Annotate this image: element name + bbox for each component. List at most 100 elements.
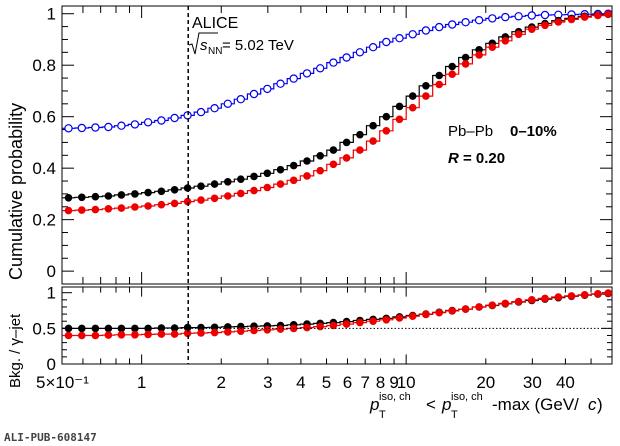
data-point — [355, 48, 365, 57]
bottom-y-axis-label: Bkg. / γ–jet — [7, 313, 24, 388]
data-point — [448, 62, 457, 71]
data-point — [157, 200, 166, 209]
radius-value: = 0.20 — [463, 150, 505, 167]
data-point — [461, 305, 470, 313]
bottom-y-tick-label: 1 — [47, 284, 56, 303]
data-point — [263, 326, 272, 334]
data-point — [210, 103, 219, 113]
system-label: Pb–Pb 0–10% — [448, 123, 557, 140]
data-point — [104, 192, 113, 200]
data-point — [91, 331, 100, 340]
data-point — [554, 18, 563, 26]
data-point — [594, 11, 602, 20]
data-point — [78, 193, 86, 202]
data-point — [117, 121, 126, 130]
data-point — [461, 60, 470, 68]
top-y-tick-label: 0 — [47, 262, 56, 281]
x-tick-label: 6 — [343, 373, 352, 392]
x-label-sub1: T — [379, 409, 386, 421]
data-point — [395, 115, 404, 124]
data-point — [197, 323, 205, 332]
data-point — [143, 118, 153, 127]
data-point — [117, 191, 126, 199]
data-point — [170, 113, 179, 123]
data-point — [448, 20, 457, 29]
top-y-tick-label: 1 — [47, 5, 56, 24]
top-y-tick-labels: 0 0.2 0.4 0.6 0.8 1 — [32, 5, 56, 281]
series-step-line — [62, 292, 612, 337]
top-y-tick-label: 0.6 — [32, 108, 56, 127]
data-point — [421, 26, 431, 35]
data-point — [250, 326, 258, 335]
data-point — [131, 331, 139, 339]
data-point — [435, 308, 444, 317]
data-point — [567, 15, 576, 24]
data-point — [276, 79, 285, 88]
data-point — [594, 290, 602, 298]
data-point — [77, 123, 87, 133]
x-tick-label: 7 — [360, 373, 369, 392]
x-label-tail: -max (GeV/ — [492, 395, 579, 414]
data-point — [224, 328, 232, 336]
data-point — [170, 199, 179, 208]
bottom-y-tick-label: 0.5 — [32, 319, 56, 338]
data-point — [210, 180, 219, 188]
data-point — [514, 12, 523, 21]
data-point — [131, 190, 139, 198]
centrality-value: 0–10% — [510, 123, 557, 140]
data-point — [78, 206, 86, 214]
data-point — [527, 11, 537, 20]
data-point — [356, 130, 364, 139]
data-point — [263, 169, 272, 178]
data-point — [461, 18, 470, 27]
data-point — [554, 293, 563, 301]
data-point — [250, 186, 258, 195]
data-point — [144, 330, 152, 339]
data-point — [104, 331, 113, 339]
data-point — [197, 196, 205, 204]
data-point — [382, 316, 391, 324]
data-point — [435, 80, 444, 89]
top-y-tick-label: 0.2 — [32, 211, 56, 230]
data-point — [541, 21, 549, 30]
data-point — [395, 34, 404, 43]
data-point — [382, 37, 391, 47]
data-point — [382, 127, 391, 135]
series-step-line — [62, 13, 612, 129]
data-point — [435, 22, 444, 32]
data-point — [237, 189, 245, 198]
x-tick-label: 40 — [556, 373, 575, 392]
data-point — [474, 16, 484, 25]
data-point — [488, 301, 497, 310]
data-point — [276, 165, 285, 174]
data-point — [250, 172, 258, 181]
data-point — [130, 120, 140, 129]
top-y-axis-label: Cumulative probability — [6, 103, 26, 280]
data-point — [501, 299, 510, 308]
energy-label: s NN = 5.02 TeV — [188, 32, 294, 57]
system-name: Pb–Pb — [448, 123, 493, 140]
publication-id: ALI-PUB-608147 — [4, 431, 97, 444]
data-point — [316, 152, 325, 160]
data-point — [395, 314, 404, 322]
data-point — [488, 14, 497, 23]
data-point — [183, 197, 192, 206]
data-point — [224, 192, 232, 200]
bottom-panel-frame — [61, 286, 613, 365]
data-point — [117, 204, 126, 212]
data-point — [368, 43, 378, 52]
data-point — [369, 137, 377, 145]
data-point — [144, 324, 152, 333]
data-point — [224, 178, 232, 186]
x-axis-label: p iso, ch T < p iso, ch T -max (GeV/ c ) — [369, 391, 603, 421]
data-point — [303, 157, 311, 165]
x-tick-label: 9 — [389, 373, 398, 392]
data-point — [210, 323, 219, 332]
top-y-tick-label: 0.8 — [32, 56, 56, 75]
data-point — [541, 294, 549, 303]
x-tick-label: 5 — [322, 373, 331, 392]
data-point — [210, 194, 219, 203]
x-label-p2: p — [441, 395, 451, 414]
data-point — [604, 289, 612, 297]
data-point — [276, 325, 285, 333]
